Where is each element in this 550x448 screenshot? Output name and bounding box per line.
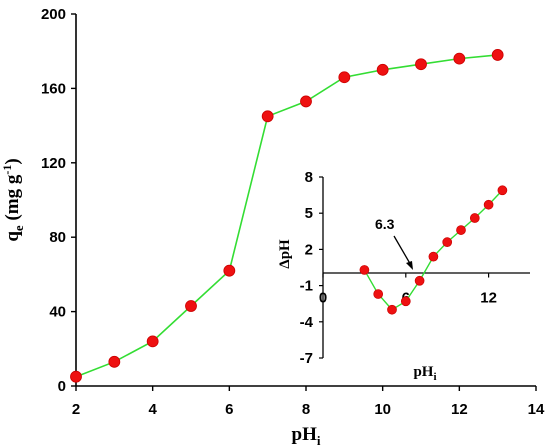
main-data-point [146,335,159,348]
main-y-tick-label: 0 [58,378,66,395]
main-x-tick-label: 8 [302,401,310,418]
inset-data-point [359,265,370,275]
inset-annotation-arrowhead [406,261,413,270]
main-data-point [376,63,389,76]
main-y-axis-label: qe (mg g-1) [0,158,26,241]
main-x-tick-label: 12 [451,401,468,418]
inset-annotation-arrow [393,235,413,268]
main-x-tick-label: 14 [528,401,545,418]
main-data-point [300,95,312,108]
inset-y-axis-label: ΔpH [277,239,293,269]
main-y-tick-label: 40 [49,304,66,321]
inset-y-tick-label: -7 [300,350,313,367]
main-data-point [185,300,197,312]
main-y-tick-label: 200 [41,6,66,23]
inset-axes: 0612 852-1-4-7 [300,169,530,367]
inset-data-point [497,185,508,196]
main-data-point [108,355,121,368]
main-y-tick-label: 120 [41,155,66,172]
inset-data-point [442,237,453,248]
inset-y-tick-label: -1 [300,278,313,295]
inset-data-point [483,199,494,210]
main-y-tick-label: 160 [41,80,66,97]
main-data-point [223,264,236,277]
main-x-ticks: 2 4 6 8 10 12 14 [72,386,545,418]
inset-x-tick-label: 12 [480,290,497,307]
main-x-tick-label: 6 [225,401,233,418]
main-series [70,49,504,383]
main-y-tick-label: 80 [49,229,66,246]
inset-series [359,185,508,315]
main-data-point [491,49,504,61]
main-x-axis-label: pHi [292,424,321,448]
inset-data-point [414,275,425,286]
inset-data-point [428,251,439,262]
main-x-tick-label: 10 [374,401,391,418]
main-series-line [75,54,498,378]
inset-y-tick-label: 5 [305,205,313,222]
inset-data-point [373,289,384,299]
inset-y-tick-label: 2 [305,241,313,258]
inset-x-tick-label: 0 [319,290,327,307]
main-x-tick-label: 2 [72,401,80,418]
main-data-point [453,52,466,65]
main-y-ticks: 0 40 80 120 160 200 [41,6,76,395]
inset-data-point [387,304,397,315]
main-data-point [415,58,427,71]
inset-data-point [469,213,480,223]
inset-data-point [400,296,411,307]
main-data-point [70,370,82,383]
main-data-point [338,71,351,84]
main-data-point [261,110,274,123]
inset-y-ticks: 8 5 2 -1 -4 -7 [300,169,323,367]
inset-data-point [456,225,466,235]
inset-y-tick-label: 8 [305,169,313,186]
inset-annotation-label: 6.3 [375,216,395,232]
inset-y-tick-label: -4 [300,314,314,331]
inset-x-axis-label: pHi [413,364,436,383]
main-x-tick-label: 4 [148,401,157,418]
